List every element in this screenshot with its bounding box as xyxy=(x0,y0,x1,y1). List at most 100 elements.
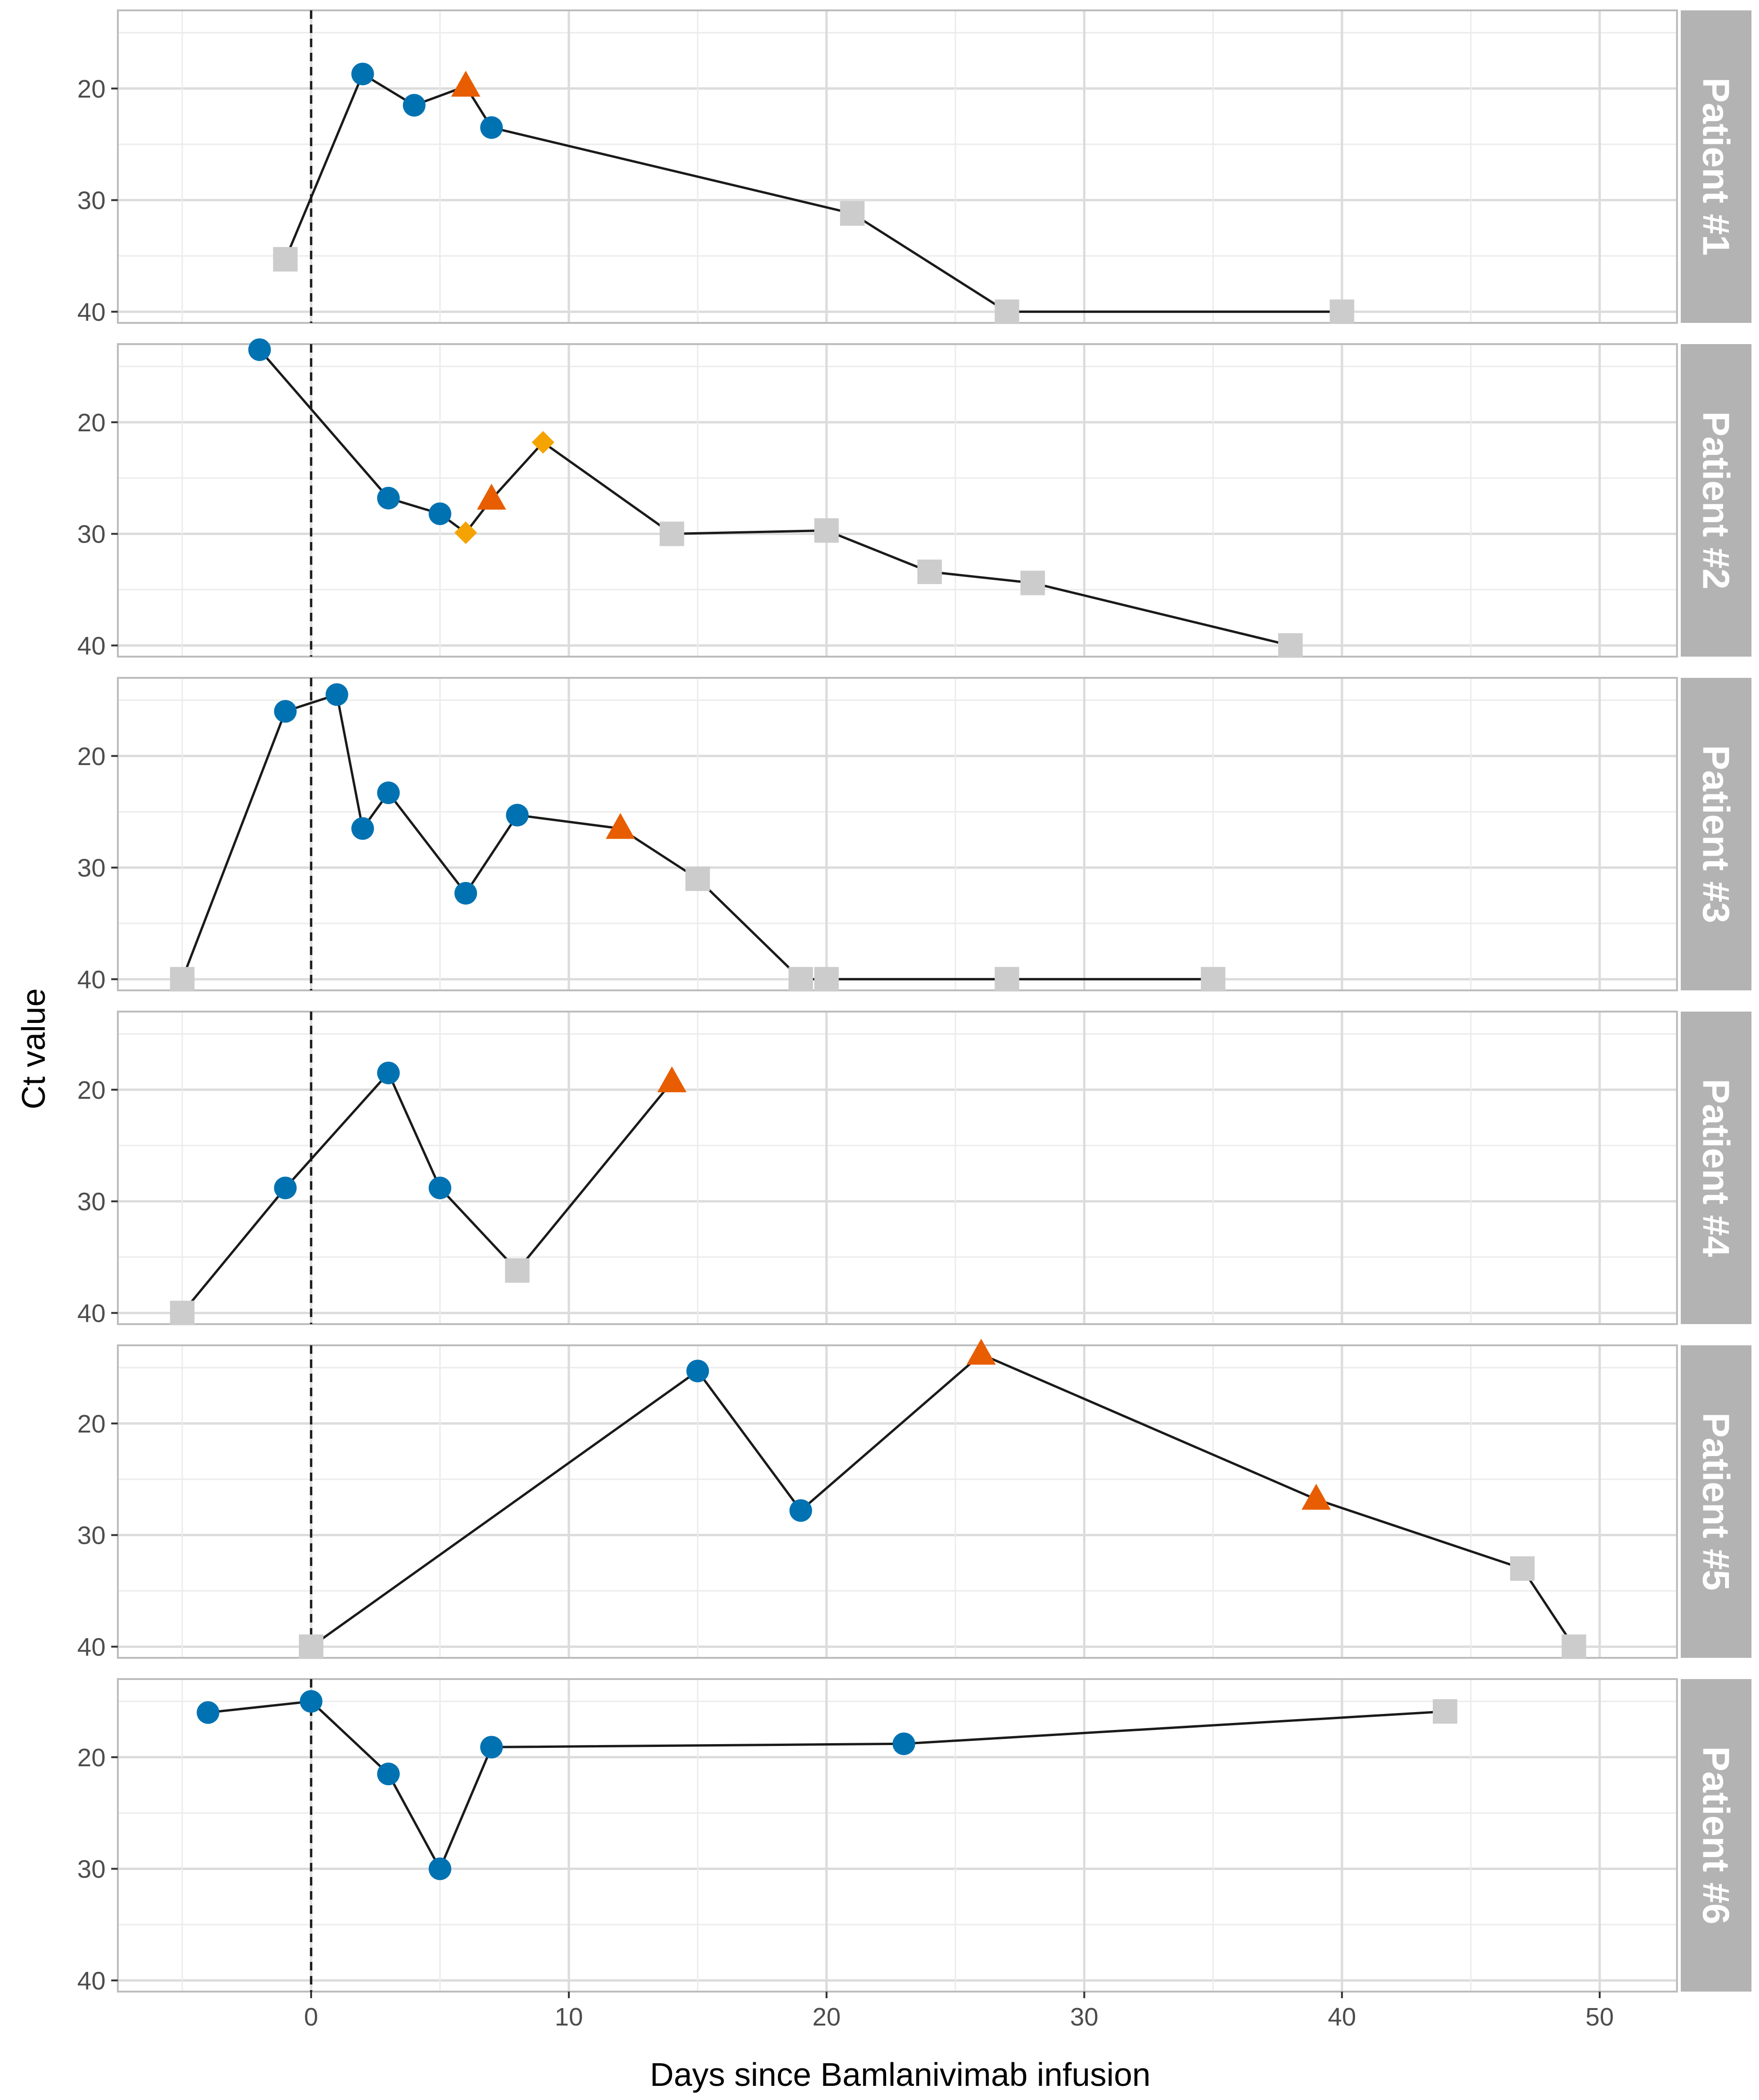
data-point-square xyxy=(1278,633,1303,658)
y-tick-label: 40 xyxy=(77,1967,106,1995)
data-point-circle xyxy=(506,804,529,827)
x-tick-label: 40 xyxy=(1328,2003,1356,2031)
data-point-triangle xyxy=(477,484,506,510)
x-axis: 0 10 20 30 40 50 xyxy=(304,1992,1614,2031)
data-point-square xyxy=(505,1258,530,1283)
facet-strip-label: Patient #5 xyxy=(1695,1413,1737,1591)
facet-strip-label: Patient #1 xyxy=(1695,78,1737,256)
y-axis-title: Ct value xyxy=(15,988,52,1110)
data-point-circle xyxy=(480,1736,503,1759)
panel-grid xyxy=(118,678,1677,990)
y-tick-label: 20 xyxy=(77,1410,106,1438)
data-point-triangle xyxy=(966,1338,996,1365)
series-line xyxy=(181,1071,673,1314)
y-tick-label: 30 xyxy=(77,1188,106,1216)
y-tick-label: 40 xyxy=(77,965,106,994)
series-line xyxy=(284,72,1342,313)
data-point-circle xyxy=(686,1359,709,1383)
data-point-circle xyxy=(428,502,452,525)
facet-strip xyxy=(1681,344,1751,657)
data-point-square xyxy=(1510,1556,1535,1581)
x-tick-label: 50 xyxy=(1586,2003,1614,2031)
data-point-circle xyxy=(403,94,426,117)
data-point-circle xyxy=(274,1177,297,1200)
data-point-square xyxy=(788,967,813,992)
panel-grid xyxy=(118,1345,1677,1658)
panel-6: 20 30 40 Patient #6 xyxy=(77,1678,1751,1995)
panels-layer: 20 30 40 Patient #1 20 30 40 Patient #2 20 30 40 Pa… xyxy=(77,9,1751,1995)
data-point-square xyxy=(273,247,298,272)
y-tick-label: 20 xyxy=(77,1744,106,1772)
panel-2: 20 30 40 Patient #2 xyxy=(77,338,1751,660)
data-point-circle xyxy=(789,1499,812,1522)
data-point-circle xyxy=(428,1857,452,1880)
y-tick-label: 40 xyxy=(77,1299,106,1327)
data-point-circle xyxy=(892,1732,915,1755)
data-point-square xyxy=(917,560,942,585)
data-point-circle xyxy=(377,1062,400,1085)
data-point-circle xyxy=(377,1762,400,1786)
data-point-square xyxy=(170,1301,195,1326)
data-point-square xyxy=(814,967,839,992)
data-point-square xyxy=(1432,1699,1457,1724)
data-point-triangle xyxy=(451,71,481,97)
x-tick-label: 20 xyxy=(813,2003,841,2031)
panel-grid xyxy=(118,1012,1677,1324)
panel-border xyxy=(117,677,1678,991)
facet-strip xyxy=(1681,1345,1751,1658)
y-tick-label: 30 xyxy=(77,187,106,215)
facet-strip xyxy=(1681,1012,1751,1324)
x-tick-label: 0 xyxy=(304,2003,318,2031)
facet-strip xyxy=(1681,678,1751,990)
y-tick-label: 20 xyxy=(77,409,106,437)
y-tick-label: 20 xyxy=(77,75,106,103)
y-tick-label: 30 xyxy=(77,854,106,882)
data-point-circle xyxy=(480,116,503,139)
panel-5: 20 30 40 Patient #5 xyxy=(77,1338,1751,1661)
facet-strip-label: Patient #2 xyxy=(1695,412,1737,590)
data-point-square xyxy=(299,1634,324,1659)
y-tick-label: 20 xyxy=(77,1076,106,1104)
y-tick-label: 40 xyxy=(77,1633,106,1661)
panel-1: 20 30 40 Patient #1 xyxy=(77,9,1751,326)
data-point-square xyxy=(685,866,710,891)
data-point-circle xyxy=(274,700,297,723)
data-point-circle xyxy=(377,486,400,510)
facet-strip-label: Patient #6 xyxy=(1695,1746,1737,1925)
panel-4: 20 30 40 Patient #4 xyxy=(77,1011,1751,1327)
series-line xyxy=(310,1352,1575,1648)
data-point-circle xyxy=(377,781,400,804)
data-point-square xyxy=(170,967,195,992)
panel-border xyxy=(117,9,1678,324)
data-point-square xyxy=(995,299,1019,324)
y-tick-label: 40 xyxy=(77,632,106,660)
y-tick-label: 40 xyxy=(77,298,106,326)
data-point-diamond xyxy=(454,521,477,544)
data-point-triangle xyxy=(606,813,635,839)
panel-border xyxy=(117,1344,1678,1659)
x-axis-title: Days since Bamlanivimab infusion xyxy=(650,2056,1151,2093)
panel-grid xyxy=(118,344,1677,657)
data-point-circle xyxy=(454,881,477,905)
data-point-square xyxy=(1200,967,1225,992)
y-tick-label: 30 xyxy=(77,1855,106,1884)
data-point-circle xyxy=(428,1177,452,1200)
data-point-triangle xyxy=(657,1066,687,1093)
panel-3: 20 30 40 Patient #3 xyxy=(77,677,1751,994)
data-point-circle xyxy=(351,817,374,840)
facet-strip-label: Patient #3 xyxy=(1695,745,1737,923)
panel-border xyxy=(117,1011,1678,1325)
series-line xyxy=(258,349,1291,647)
facet-strip-label: Patient #4 xyxy=(1695,1079,1737,1257)
x-tick-label: 30 xyxy=(1070,2003,1098,2031)
data-point-square xyxy=(1020,570,1045,595)
y-tick-label: 30 xyxy=(77,1522,106,1550)
y-tick-label: 20 xyxy=(77,742,106,771)
facet-strip xyxy=(1681,10,1751,323)
data-point-circle xyxy=(248,338,271,361)
data-point-square xyxy=(659,521,684,546)
panel-border xyxy=(117,1678,1678,1993)
panel-border xyxy=(117,343,1678,658)
data-point-square xyxy=(1562,1634,1586,1659)
